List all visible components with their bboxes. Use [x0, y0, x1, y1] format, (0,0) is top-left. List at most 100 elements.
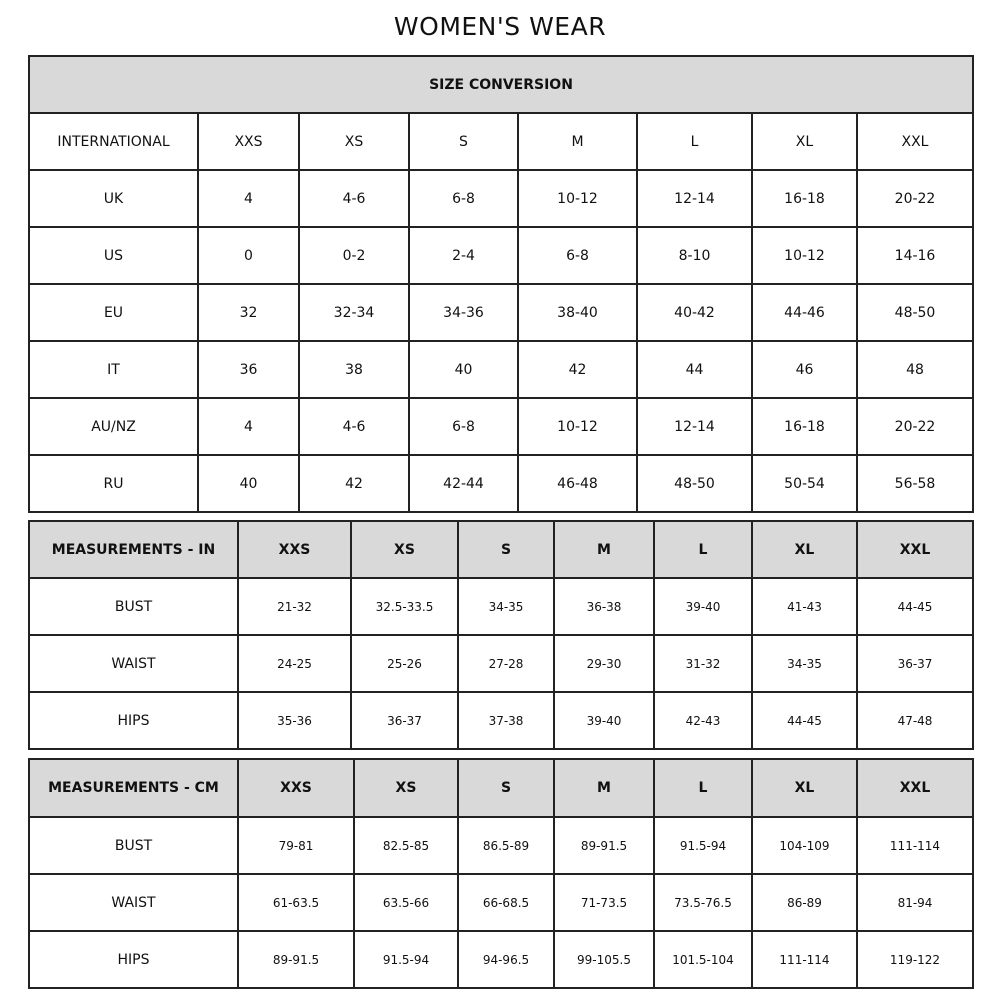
- table-cell: 0-2: [298, 226, 410, 285]
- table-cell: 46: [751, 340, 858, 399]
- table-cell: 34-36: [408, 283, 519, 342]
- row-label: MEASUREMENTS - IN: [28, 520, 239, 579]
- table-cell: 42: [298, 454, 410, 513]
- table-cell: 40: [197, 454, 300, 513]
- table-cell: 101.5-104: [653, 930, 753, 989]
- row-label: INTERNATIONAL: [28, 112, 199, 171]
- table-row: AU/NZ 4 4-6 6-8 10-12 12-14 16-18 20-22: [28, 397, 974, 456]
- table-cell: 14-16: [856, 226, 974, 285]
- table-cell: 99-105.5: [553, 930, 655, 989]
- table-cell: 38-40: [517, 283, 638, 342]
- table-cell: 111-114: [856, 816, 974, 875]
- table-cell: 47-48: [856, 691, 974, 750]
- table-cell: 61-63.5: [237, 873, 355, 932]
- table-cell: L: [653, 520, 753, 579]
- table-cell: 10-12: [517, 169, 638, 228]
- table-cell: S: [457, 758, 555, 818]
- table-cell: 4-6: [298, 169, 410, 228]
- measurements-in-table: MEASUREMENTS - IN XXS XS S M L XL XXL BUST 21-32 3…: [28, 520, 974, 750]
- table-cell: 4-6: [298, 397, 410, 456]
- table-cell: 2-4: [408, 226, 519, 285]
- table-cell: 79-81: [237, 816, 355, 875]
- table-cell: M: [517, 112, 638, 171]
- table-cell: 111-114: [751, 930, 858, 989]
- table-cell: 36-38: [553, 577, 655, 636]
- row-label: US: [28, 226, 199, 285]
- table-cell: 89-91.5: [237, 930, 355, 989]
- table-cell: 6-8: [408, 169, 519, 228]
- table-cell: 42-43: [653, 691, 753, 750]
- table-cell: 32: [197, 283, 300, 342]
- table-cell: XS: [353, 758, 459, 818]
- table-cell: 35-36: [237, 691, 352, 750]
- table-cell: 16-18: [751, 169, 858, 228]
- row-label: UK: [28, 169, 199, 228]
- table-cell: 44-45: [751, 691, 858, 750]
- header-row: MEASUREMENTS - CM XXS XS S M L XL XXL: [28, 758, 974, 818]
- table-cell: 48: [856, 340, 974, 399]
- table-cell: XXS: [237, 758, 355, 818]
- table-row: RU 40 42 42-44 46-48 48-50 50-54 56-58: [28, 454, 974, 513]
- table-cell: 73.5-76.5: [653, 873, 753, 932]
- table-cell: 40: [408, 340, 519, 399]
- size-conversion-title: SIZE CONVERSION: [28, 55, 974, 114]
- table-cell: 86-89: [751, 873, 858, 932]
- row-label: BUST: [28, 577, 239, 636]
- table-cell: L: [653, 758, 753, 818]
- table-cell: 27-28: [457, 634, 555, 693]
- table-cell: 44-46: [751, 283, 858, 342]
- table-cell: 42: [517, 340, 638, 399]
- table-cell: 31-32: [653, 634, 753, 693]
- table-cell: 38: [298, 340, 410, 399]
- table-cell: 10-12: [517, 397, 638, 456]
- table-cell: 91.5-94: [353, 930, 459, 989]
- table-cell: 10-12: [751, 226, 858, 285]
- table-cell: 36-37: [856, 634, 974, 693]
- table-cell: 44-45: [856, 577, 974, 636]
- table-cell: L: [636, 112, 753, 171]
- table-cell: 20-22: [856, 169, 974, 228]
- table-cell: 44: [636, 340, 753, 399]
- table-row: US 0 0-2 2-4 6-8 8-10 10-12 14-16: [28, 226, 974, 285]
- table-cell: XXL: [856, 758, 974, 818]
- table-row: BUST 21-32 32.5-33.5 34-35 36-38 39-40 41-43 44…: [28, 577, 974, 636]
- table-cell: 119-122: [856, 930, 974, 989]
- table-cell: 32-34: [298, 283, 410, 342]
- row-label: WAIST: [28, 873, 239, 932]
- table-cell: 25-26: [350, 634, 459, 693]
- size-conversion-table: SIZE CONVERSION INTERNATIONAL XXS XS S M L XL XX…: [28, 55, 974, 513]
- table-cell: 40-42: [636, 283, 753, 342]
- table-row: BUST 79-81 82.5-85 86.5-89 89-91.5 91.5-94 104…: [28, 816, 974, 875]
- row-label: HIPS: [28, 930, 239, 989]
- table-cell: 36-37: [350, 691, 459, 750]
- table-cell: 86.5-89: [457, 816, 555, 875]
- table-cell: 24-25: [237, 634, 352, 693]
- table-cell: 29-30: [553, 634, 655, 693]
- size-conversion-title-row: SIZE CONVERSION: [28, 55, 974, 114]
- table-cell: XL: [751, 520, 858, 579]
- table-cell: M: [553, 758, 655, 818]
- table-cell: 91.5-94: [653, 816, 753, 875]
- table-cell: 63.5-66: [353, 873, 459, 932]
- page-title: WOMEN'S WEAR: [393, 12, 607, 41]
- table-cell: 89-91.5: [553, 816, 655, 875]
- table-cell: XL: [751, 758, 858, 818]
- table-cell: 104-109: [751, 816, 858, 875]
- table-cell: 81-94: [856, 873, 974, 932]
- table-cell: 12-14: [636, 397, 753, 456]
- row-label: RU: [28, 454, 199, 513]
- table-cell: S: [408, 112, 519, 171]
- row-label: AU/NZ: [28, 397, 199, 456]
- table-cell: 66-68.5: [457, 873, 555, 932]
- table-cell: 4: [197, 169, 300, 228]
- table-cell: M: [553, 520, 655, 579]
- table-row: UK 4 4-6 6-8 10-12 12-14 16-18 20-22: [28, 169, 974, 228]
- table-cell: 16-18: [751, 397, 858, 456]
- table-cell: XXL: [856, 112, 974, 171]
- table-row: WAIST 24-25 25-26 27-28 29-30 31-32 34-35 36-37: [28, 634, 974, 693]
- table-cell: 48-50: [636, 454, 753, 513]
- header-row: INTERNATIONAL XXS XS S M L XL XXL: [28, 112, 974, 171]
- table-cell: 32.5-33.5: [350, 577, 459, 636]
- table-row: EU 32 32-34 34-36 38-40 40-42 44-46 48-50: [28, 283, 974, 342]
- table-cell: 6-8: [517, 226, 638, 285]
